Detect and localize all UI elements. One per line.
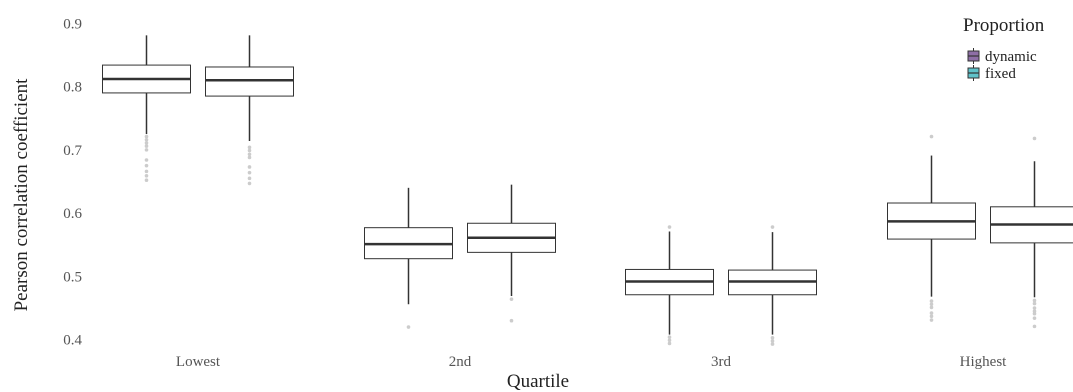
outlier-point bbox=[667, 341, 672, 346]
outlier-point bbox=[1032, 306, 1037, 310]
outlier-point bbox=[247, 152, 252, 157]
outlier-point bbox=[247, 155, 252, 160]
outlier-point bbox=[144, 137, 149, 142]
legend-label: fixed bbox=[985, 66, 1016, 82]
y-tick-label: 0.5 bbox=[63, 269, 82, 285]
outlier-point bbox=[247, 181, 252, 186]
outlier-point bbox=[1032, 311, 1037, 316]
outlier-point bbox=[1032, 298, 1037, 303]
y-axis-label: Pearson correlation coefficient bbox=[11, 78, 32, 312]
outlier-point bbox=[509, 318, 514, 323]
outlier-point bbox=[247, 148, 252, 153]
legend-label: dynamic bbox=[985, 49, 1037, 65]
outlier-point bbox=[1032, 301, 1037, 306]
outlier-point bbox=[667, 225, 672, 229]
y-tick-label: 0.7 bbox=[63, 143, 82, 159]
outlier-point bbox=[770, 339, 775, 343]
x-tick-label: Lowest bbox=[176, 354, 221, 370]
outlier-point bbox=[929, 311, 934, 315]
outlier-point bbox=[144, 134, 149, 139]
outlier-point bbox=[929, 318, 934, 322]
y-tick-label: 0.8 bbox=[63, 80, 82, 96]
legend-item-fixed: fixed bbox=[967, 65, 1016, 82]
box-dynamic-3rd bbox=[625, 225, 714, 346]
outlier-point bbox=[667, 335, 672, 339]
y-axis-ticks: 0.4 0.5 0.6 0.7 0.8 0.9 bbox=[63, 16, 82, 348]
outlier-point bbox=[509, 297, 514, 301]
box-fixed-highest bbox=[990, 136, 1073, 329]
outlier-point bbox=[144, 158, 149, 162]
iqr-box bbox=[205, 66, 294, 97]
outlier-point bbox=[247, 176, 252, 181]
outlier-point bbox=[770, 335, 775, 340]
outlier-point bbox=[929, 305, 934, 310]
box-dynamic-lowest bbox=[102, 35, 191, 183]
y-tick-label: 0.4 bbox=[63, 333, 82, 349]
outlier-point bbox=[929, 299, 934, 303]
box-fixed-2nd bbox=[467, 184, 556, 323]
outlier-point bbox=[247, 145, 252, 150]
x-tick-label: 2nd bbox=[449, 354, 472, 370]
outlier-point bbox=[929, 134, 934, 139]
box-fixed-lowest bbox=[205, 35, 294, 186]
x-axis-label: Quartile bbox=[507, 371, 569, 392]
outlier-point bbox=[929, 314, 934, 319]
y-tick-label: 0.9 bbox=[63, 16, 82, 32]
outlier-point bbox=[144, 141, 149, 145]
outlier-point bbox=[667, 338, 672, 343]
outlier-point bbox=[144, 169, 149, 174]
x-axis-ticks: Lowest 2nd 3rd Highest bbox=[176, 354, 1007, 370]
outlier-point bbox=[1032, 136, 1037, 141]
outlier-point bbox=[144, 163, 149, 168]
outlier-point bbox=[406, 325, 411, 329]
x-tick-label: Highest bbox=[960, 354, 1007, 370]
x-tick-label: 3rd bbox=[711, 354, 731, 370]
outlier-point bbox=[144, 148, 149, 152]
outlier-point bbox=[1032, 316, 1037, 320]
outlier-point bbox=[929, 302, 934, 307]
outlier-point bbox=[144, 174, 149, 178]
box-dynamic-2nd bbox=[364, 187, 453, 329]
box-fixed-3rd bbox=[728, 225, 817, 346]
outlier-point bbox=[770, 225, 775, 229]
outlier-point bbox=[1032, 309, 1037, 314]
outlier-point bbox=[144, 144, 149, 148]
plot-area bbox=[102, 35, 1073, 346]
outlier-point bbox=[770, 342, 775, 346]
legend-item-dynamic: dynamic bbox=[967, 48, 1037, 65]
outlier-point bbox=[144, 178, 149, 183]
box-dynamic-highest bbox=[887, 134, 976, 322]
legend-title: Proportion bbox=[963, 15, 1045, 36]
outlier-point bbox=[247, 170, 252, 175]
outlier-point bbox=[247, 165, 252, 169]
outlier-point bbox=[1032, 324, 1037, 329]
y-tick-label: 0.6 bbox=[63, 206, 82, 222]
